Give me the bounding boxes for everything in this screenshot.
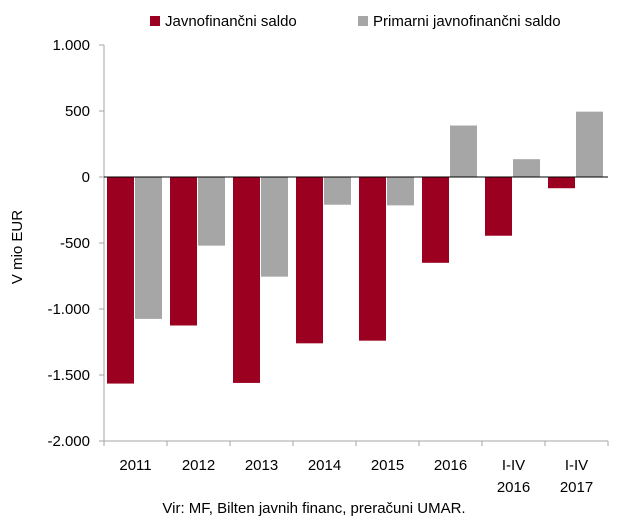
bar-primarni-saldo — [198, 177, 225, 246]
legend-swatch-primarni — [358, 16, 368, 26]
x-category-label: 2015 — [371, 457, 404, 474]
y-tick-label: 0 — [82, 169, 90, 186]
legend-label-primarni: Primarni javnofinančni saldo — [373, 13, 561, 30]
x-category-label: I-IV 2017 — [560, 457, 593, 496]
y-tick-label: -1.000 — [47, 301, 90, 318]
bar-javnofinancni-saldo — [170, 177, 197, 326]
x-category-label-line: 2016 — [497, 479, 530, 496]
bar-javnofinancni-saldo — [485, 177, 512, 236]
x-category-label-line: I-IV — [565, 457, 588, 474]
x-category-label-line: 2016 — [434, 457, 467, 474]
x-category-label: 2013 — [245, 457, 278, 474]
y-tick-label: -500 — [60, 235, 90, 252]
x-category-label-line: 2015 — [371, 457, 404, 474]
y-axis-title: V mio EUR — [9, 210, 26, 284]
y-tick-label: 1.000 — [52, 37, 90, 54]
x-category-label-line: 2011 — [119, 457, 151, 474]
legend-label-javnofinancni: Javnofinančni saldo — [165, 13, 297, 30]
bar-javnofinancni-saldo — [548, 177, 575, 189]
bar-javnofinancni-saldo — [296, 177, 323, 344]
bar-javnofinancni-saldo — [233, 177, 260, 383]
x-category-label: 2016 — [434, 457, 467, 474]
x-category-label-line: 2012 — [182, 457, 215, 474]
y-tick-label: 500 — [65, 103, 90, 120]
x-category-label: I-IV 2016 — [497, 457, 530, 496]
bar-javnofinancni-saldo — [422, 177, 449, 263]
x-category-label-line: I-IV — [502, 457, 525, 474]
x-category-label-line: 2014 — [308, 457, 341, 474]
bar-primarni-saldo — [513, 159, 540, 177]
bar-primarni-saldo — [576, 111, 603, 177]
x-category-label: 2011 — [119, 457, 151, 474]
bar-javnofinancni-saldo — [359, 177, 386, 341]
x-category-label-line: 2017 — [560, 479, 593, 496]
x-category-label: 2012 — [182, 457, 215, 474]
x-category-label-line: 2013 — [245, 457, 278, 474]
legend-swatch-javnofinancni — [150, 16, 160, 26]
source-note: Vir: MF, Bilten javnih financ, preračuni… — [162, 500, 465, 517]
bar-primarni-saldo — [450, 125, 477, 177]
x-category-label: 2014 — [308, 457, 341, 474]
bar-primarni-saldo — [387, 177, 414, 206]
y-tick-label: -1.500 — [47, 367, 90, 384]
y-tick-label: -2.000 — [47, 433, 90, 450]
bar-primarni-saldo — [135, 177, 162, 319]
bar-javnofinancni-saldo — [107, 177, 134, 384]
bar-primarni-saldo — [324, 177, 351, 205]
bar-primarni-saldo — [261, 177, 288, 277]
